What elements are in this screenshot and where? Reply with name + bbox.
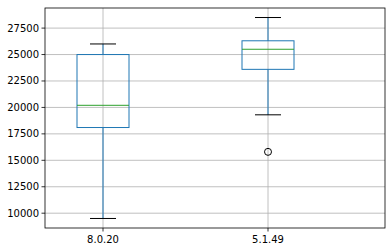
cap	[255, 17, 281, 18]
tick-mark	[42, 186, 46, 187]
cap	[255, 114, 281, 115]
outlier	[265, 148, 272, 155]
cap	[90, 43, 116, 44]
tick-label: 17500	[7, 128, 39, 139]
grid-line	[45, 28, 385, 29]
tick-mark	[42, 80, 46, 81]
tick-label: 5.1.49	[252, 234, 284, 245]
tick-mark	[42, 133, 46, 134]
whisker	[103, 128, 104, 219]
median	[77, 105, 129, 106]
cap	[90, 218, 116, 219]
tick-label: 10000	[7, 208, 39, 219]
tick-mark	[42, 54, 46, 55]
tick-mark	[103, 228, 104, 232]
grid-line	[45, 186, 385, 187]
tick-mark	[42, 160, 46, 161]
boxes	[77, 18, 294, 219]
whisker	[103, 44, 104, 55]
whisker	[268, 69, 269, 114]
tick-mark	[42, 107, 46, 108]
grid-line	[45, 213, 385, 214]
tick-mark	[42, 213, 46, 214]
tick-label: 12500	[7, 181, 39, 192]
tick-label: 20000	[7, 102, 39, 113]
tick-label: 22500	[7, 75, 39, 86]
chart: 10000 12500 15000 17500 20000 22500 25000 27500…	[0, 0, 391, 252]
grid-line	[45, 160, 385, 161]
whisker	[268, 18, 269, 41]
box	[77, 55, 129, 128]
tick-mark	[268, 228, 269, 232]
plot-background	[45, 8, 385, 228]
tick-mark	[42, 28, 46, 29]
tick-label: 8.0.20	[87, 234, 119, 245]
median	[242, 49, 294, 50]
tick-label: 25000	[7, 49, 39, 60]
box	[242, 41, 294, 70]
grid-line	[45, 107, 385, 108]
tick-label: 27500	[7, 23, 39, 34]
grid-line	[45, 80, 385, 81]
tick-label: 15000	[7, 155, 39, 166]
grid-line	[45, 133, 385, 134]
plot-frame	[45, 8, 385, 228]
grid-line	[103, 8, 104, 228]
